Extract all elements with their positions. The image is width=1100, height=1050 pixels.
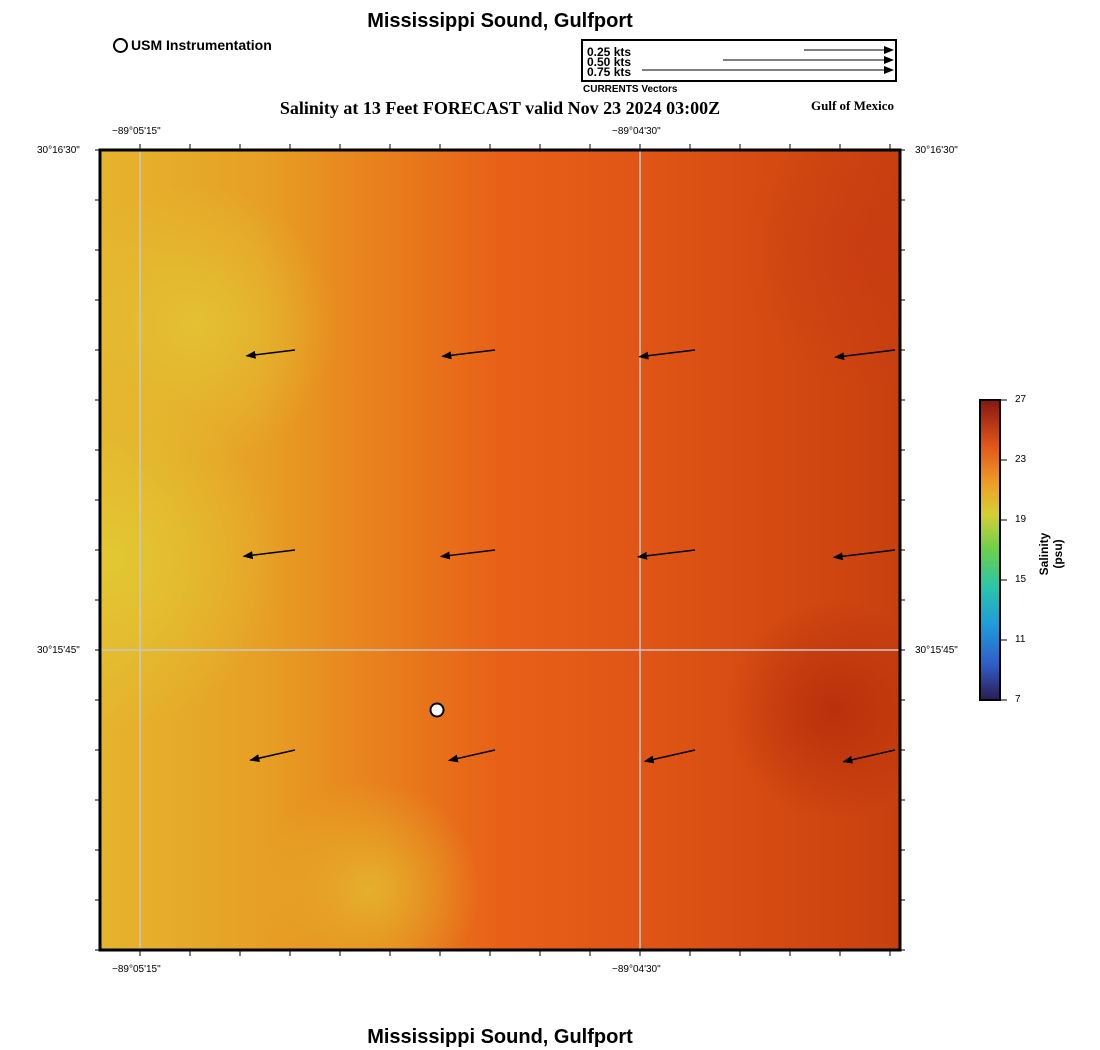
x-tick-bottom-1: −89°05'15" (112, 964, 161, 975)
vector-legend-entry-2: 0.50 kts (587, 55, 632, 69)
colorbar-tick-27: 27 (1015, 394, 1027, 405)
current-arrow (636, 549, 696, 560)
current-arrow (842, 749, 896, 764)
current-arrow (834, 349, 896, 361)
y-tick-right-1: 30°16'30" (915, 145, 958, 156)
y-tick-left-2: 30°15'45" (37, 645, 80, 656)
region-label: Gulf of Mexico (811, 98, 895, 113)
salinity-colorbar (979, 399, 1001, 701)
x-tick-top-2: −89°04'30" (612, 126, 661, 137)
vector-legend-arrows (642, 46, 894, 74)
y-tick-right-2: 30°15'45" (915, 645, 958, 656)
colorbar-tick-23: 23 (1015, 454, 1027, 465)
current-arrow (249, 749, 296, 763)
colorbar-label: Salinity (psu) (1037, 532, 1065, 576)
current-arrow (245, 349, 296, 359)
current-vectors (242, 349, 896, 764)
x-tick-bottom-2: −89°04'30" (612, 964, 661, 975)
current-arrow (638, 349, 696, 360)
graticule (100, 150, 900, 950)
map-subtitle: Salinity at 13 Feet FORECAST valid Nov 2… (279, 98, 721, 118)
map-footer-title: Mississippi Sound, Gulfport (367, 1026, 633, 1048)
vector-legend-caption: CURRENTS Vectors (583, 84, 678, 95)
current-arrow (441, 349, 496, 360)
map-title: Mississippi Sound, Gulfport (367, 10, 633, 32)
current-arrow (643, 749, 696, 764)
salinity-field (100, 150, 900, 950)
colorbar-tick-7: 7 (1015, 694, 1021, 705)
colorbar-tick-15: 15 (1015, 574, 1027, 585)
usm-legend-label: USM Instrumentation (131, 37, 272, 53)
colorbar-tick-11: 11 (1015, 634, 1026, 645)
current-arrow (832, 549, 896, 561)
current-arrow (242, 549, 296, 560)
usm-instrumentation-legend: USM Instrumentation (113, 37, 272, 53)
colorbar-tick-19: 19 (1015, 514, 1027, 525)
vector-legend-entry-1: 0.25 kts (587, 45, 632, 59)
station-marker-icon (113, 37, 128, 53)
y-tick-left-1: 30°16'30" (37, 145, 80, 156)
current-arrow (447, 749, 496, 763)
usm-station-marker (429, 702, 445, 718)
frame-ticks (95, 144, 905, 956)
current-arrow (439, 549, 496, 560)
vector-legend-entry-3: 0.75 kts (587, 65, 632, 79)
colorbar-ticks (1000, 399, 1007, 701)
x-tick-top-1: −89°05'15" (112, 126, 161, 137)
